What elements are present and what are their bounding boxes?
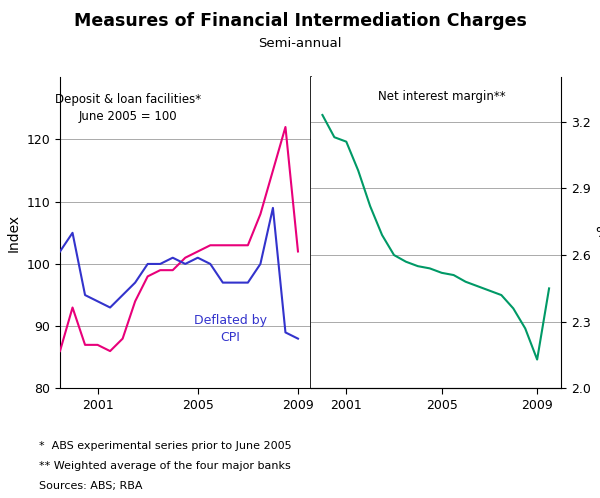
Text: *  ABS experimental series prior to June 2005: * ABS experimental series prior to June … [39,441,292,451]
Text: Deposit & loan facilities*
June 2005 = 100: Deposit & loan facilities* June 2005 = 1… [55,93,200,123]
Text: Sources: ABS; RBA: Sources: ABS; RBA [39,481,143,491]
Text: ** Weighted average of the four major banks: ** Weighted average of the four major ba… [39,461,291,471]
Y-axis label: %: % [595,226,600,240]
Text: Net interest margin**: Net interest margin** [378,90,506,103]
Text: Semi-annual: Semi-annual [258,37,342,50]
Y-axis label: Index: Index [7,214,21,252]
Text: Measures of Financial Intermediation Charges: Measures of Financial Intermediation Cha… [74,12,526,30]
Text: Deflated by
CPI: Deflated by CPI [194,314,267,344]
